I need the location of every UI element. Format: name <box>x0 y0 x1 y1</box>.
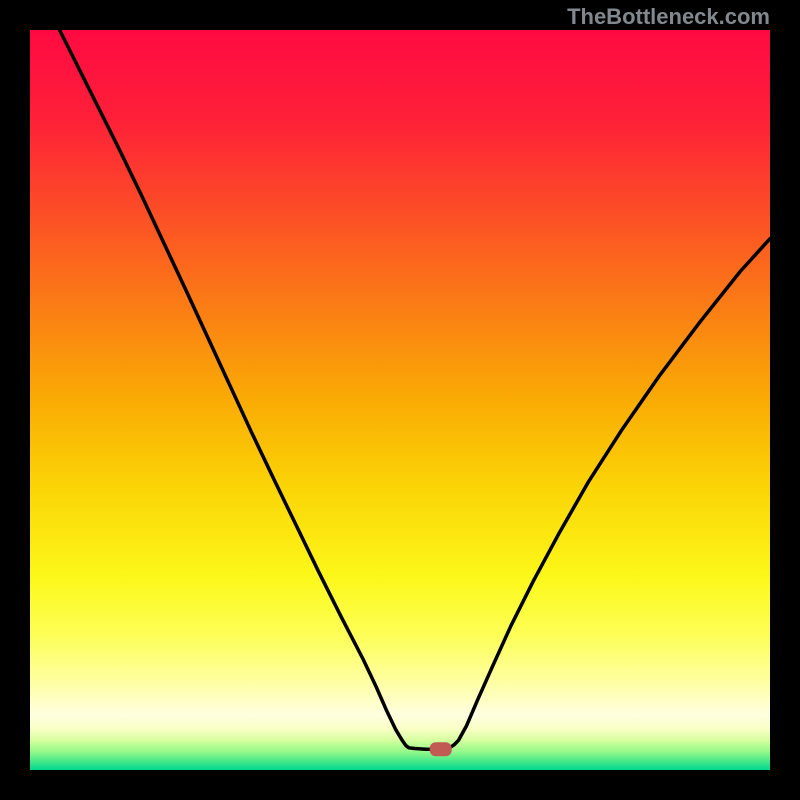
bottleneck-chart <box>0 0 800 800</box>
optimal-marker <box>430 742 452 756</box>
plot-background <box>30 30 770 770</box>
watermark-text: TheBottleneck.com <box>567 4 770 30</box>
